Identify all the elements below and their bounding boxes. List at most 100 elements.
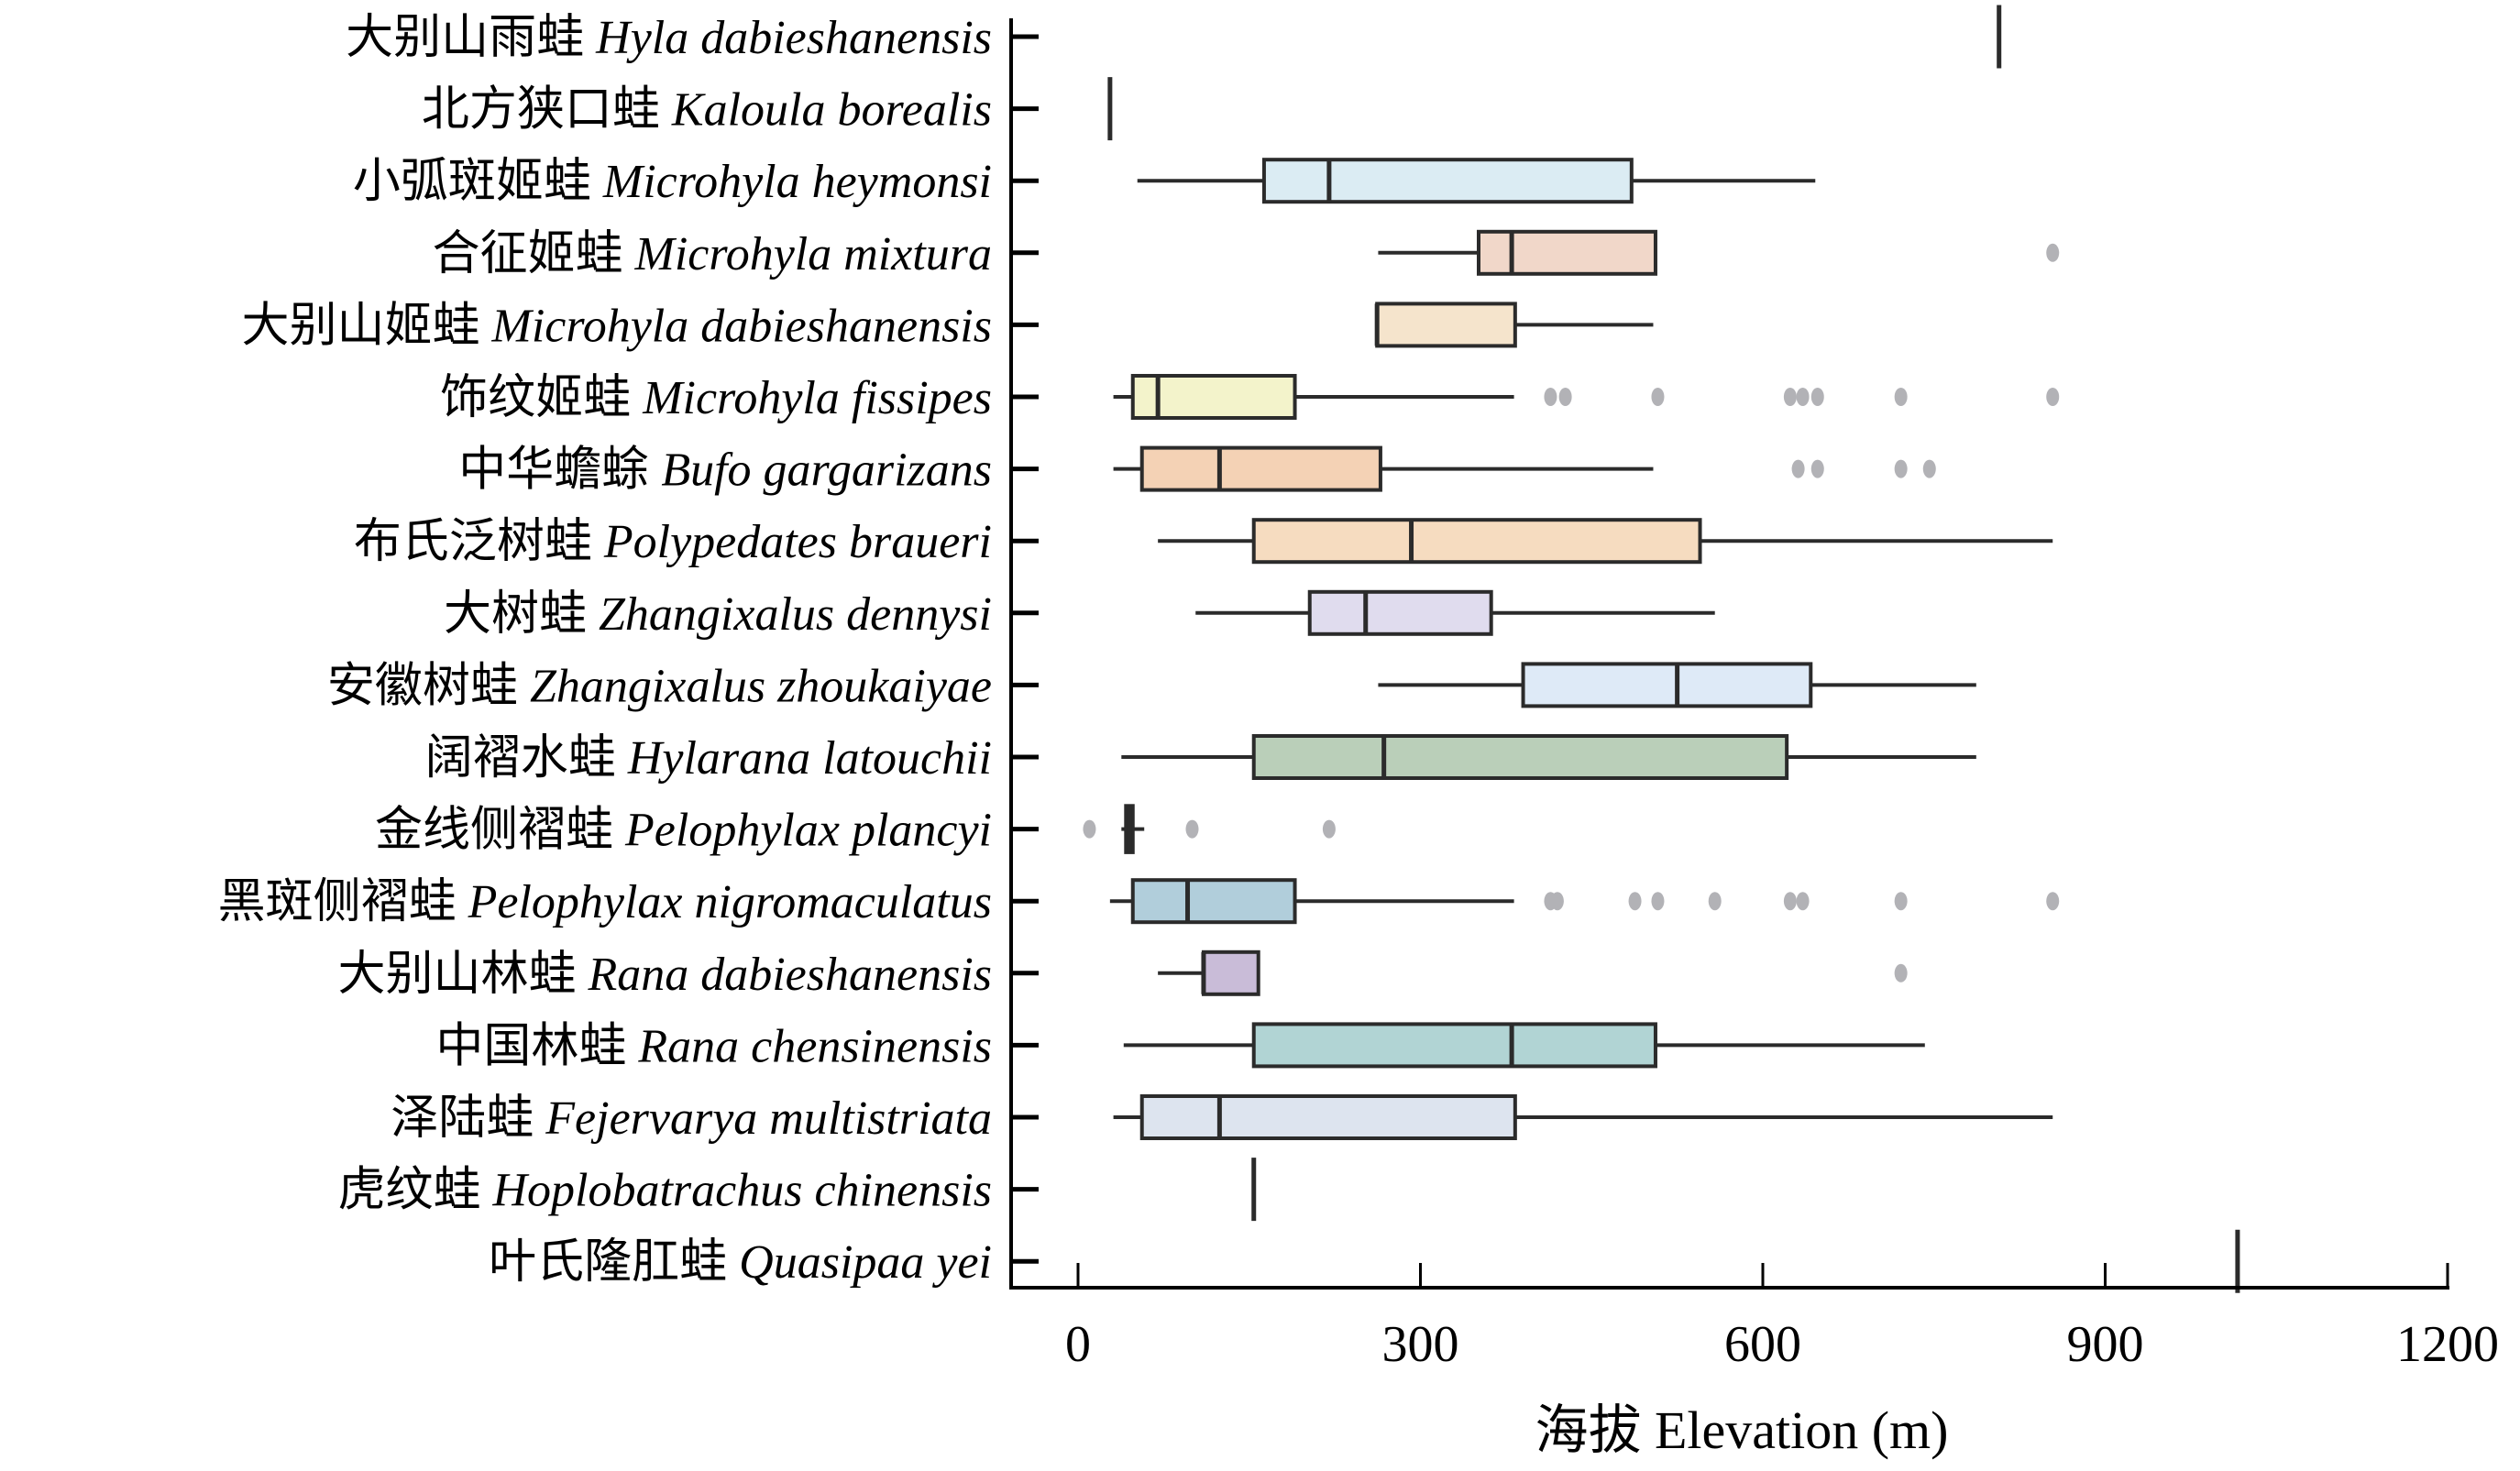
outlier-point — [1783, 892, 1797, 911]
iqr-box — [1307, 589, 1493, 636]
species-label: 中华蟾蜍 Bufo gargarizans — [458, 445, 992, 497]
species-latin-name: Polypedates braueri — [603, 516, 992, 568]
species-chinese-name: 叶氏隆肛蛙 — [489, 1236, 739, 1289]
species-latin-name: Fejervarya multistriata — [545, 1092, 992, 1145]
outlier-point — [1894, 963, 1908, 982]
species-label: 大别山姬蛙 Microhyla dabieshanensis — [242, 300, 992, 352]
iqr-box — [1139, 445, 1382, 492]
species-label: 合征姬蛙 Microhyla mixtura — [433, 228, 992, 280]
outlier-point — [1894, 388, 1908, 406]
species-chinese-name: 北方狭口蛙 — [422, 84, 672, 137]
species-latin-name: Hylarana latouchii — [627, 732, 992, 785]
outlier-point — [1810, 388, 1824, 406]
species-label: 大别山林蛙 Rana dabieshanensis — [337, 949, 992, 1001]
species-label: 饰纹姬蛙 Microhyla fissipes — [440, 372, 992, 424]
outlier-point — [1651, 388, 1665, 406]
x-tick-label: 600 — [1724, 1316, 1801, 1373]
species-chinese-name: 大别山林蛙 — [337, 949, 588, 1001]
species-label: 叶氏隆肛蛙 Quasipaa yei — [489, 1236, 992, 1289]
box-polypedates-braueri — [1158, 518, 2053, 565]
plot-area — [1083, 5, 2240, 1293]
species-label: 小弧斑姬蛙 Microhyla heymonsi — [353, 156, 992, 208]
iqr-box — [1521, 662, 1813, 708]
box-hylarana-latouchii — [1121, 734, 1976, 780]
iqr-box — [1139, 1094, 1517, 1140]
species-label: 安徽树蛙 Zhangixalus zhoukaiyae — [327, 660, 992, 712]
species-latin-name: Microhyla mixtura — [634, 228, 992, 280]
species-label: 黑斑侧褶蛙 Pelophylax nigromaculatus — [218, 876, 992, 928]
box-rana-chensinensis — [1123, 1022, 1925, 1069]
iqr-box — [1476, 229, 1657, 276]
species-latin-name: Rana dabieshanensis — [587, 949, 992, 1001]
outlier-point — [1628, 892, 1642, 911]
outlier-point — [2046, 892, 2060, 911]
iqr-box — [1251, 1022, 1657, 1069]
outlier-point — [1558, 388, 1572, 406]
x-tick-label: 0 — [1065, 1316, 1091, 1373]
species-latin-name: Zhangixalus zhoukaiyae — [530, 660, 992, 712]
species-chinese-name: 大别山雨蛙 — [346, 12, 596, 64]
outlier-point — [2046, 388, 2060, 406]
box-bufo-gargarizans — [1113, 445, 1936, 492]
species-latin-name: Microhyla fissipes — [642, 372, 992, 424]
species-label: 虎纹蛙 Hoplobatrachus chinensis — [337, 1165, 992, 1217]
outlier-point — [1550, 892, 1564, 911]
box-zhangixalus-dennysi — [1195, 589, 1715, 636]
species-label: 布氏泛树蛙 Polypedates braueri — [354, 516, 992, 568]
species-latin-name: Bufo gargarizans — [661, 445, 992, 497]
iqr-box — [1375, 302, 1517, 348]
species-latin-name: Quasipaa yei — [739, 1236, 992, 1289]
x-axis-ticks: 0 300 600 900 1200 — [1065, 1263, 2499, 1373]
iqr-box — [1251, 518, 1702, 565]
box-zhangixalus-zhoukaiyae — [1378, 662, 1976, 708]
x-axis-title: 海拔 Elevation (m) — [1535, 1400, 1948, 1460]
species-latin-name: Microhyla heymonsi — [602, 156, 992, 208]
species-label: 金线侧褶蛙 Pelophylax plancyi — [375, 805, 992, 857]
species-chinese-name: 金线侧褶蛙 — [375, 805, 625, 857]
outlier-point — [1185, 819, 1199, 839]
species-chinese-name: 合征姬蛙 — [433, 228, 635, 280]
outlier-point — [1796, 388, 1810, 406]
box-microhyla-mixtura — [1378, 229, 2060, 276]
iqr-box — [1261, 158, 1634, 204]
species-chinese-name: 安徽树蛙 — [327, 660, 530, 712]
species-label: 大树蛙 Zhangixalus dennysi — [444, 588, 992, 641]
outlier-point — [1544, 388, 1557, 406]
species-chinese-name: 大别山姬蛙 — [242, 300, 492, 352]
species-latin-name: Hyla dabieshanensis — [595, 12, 992, 64]
box-microhyla-fissipes — [1113, 374, 2060, 420]
species-latin-name: Pelophylax plancyi — [624, 805, 992, 857]
box-pelophylax-plancyi — [1083, 804, 1336, 854]
outlier-point — [1894, 459, 1908, 478]
species-chinese-name: 大树蛙 — [444, 588, 599, 641]
iqr-box — [1201, 950, 1260, 996]
species-label: 大别山雨蛙 Hyla dabieshanensis — [346, 12, 992, 64]
species-latin-name: Microhyla dabieshanensis — [491, 300, 992, 352]
species-chinese-name: 布氏泛树蛙 — [354, 516, 604, 568]
box-rana-dabieshanensis — [1158, 950, 1908, 996]
outlier-point — [1810, 459, 1824, 478]
species-label: 阔褶水蛙 Hylarana latouchii — [425, 732, 992, 785]
species-latin-name: Zhangixalus dennysi — [599, 588, 992, 641]
species-chinese-name: 饰纹姬蛙 — [440, 372, 643, 424]
species-chinese-name: 黑斑侧褶蛙 — [218, 876, 468, 928]
outlier-point — [1894, 892, 1908, 911]
species-chinese-name: 中华蟾蜍 — [458, 445, 661, 497]
outlier-point — [2046, 243, 2060, 262]
outlier-point — [1783, 388, 1797, 406]
box-microhyla-dabieshanensis — [1374, 302, 1654, 348]
species-chinese-name: 小弧斑姬蛙 — [353, 156, 603, 208]
x-tick-label: 900 — [2067, 1316, 2144, 1373]
species-label: 泽陆蛙 Fejervarya multistriata — [391, 1092, 992, 1145]
species-chinese-name: 泽陆蛙 — [391, 1092, 545, 1145]
species-latin-name: Pelophylax nigromaculatus — [468, 876, 992, 928]
iqr-box — [1251, 734, 1789, 780]
x-tick-label: 300 — [1382, 1316, 1459, 1373]
outlier-point — [1791, 459, 1805, 478]
box-pelophylax-nigromaculatus — [1109, 878, 2060, 925]
species-chinese-name: 虎纹蛙 — [337, 1165, 492, 1217]
outlier-point — [1922, 459, 1936, 478]
species-labels: 大别山雨蛙 Hyla dabieshanensis 北方狭口蛙 Kaloula b… — [218, 12, 1039, 1289]
species-chinese-name: 阔褶水蛙 — [425, 732, 628, 785]
species-latin-name: Kaloula borealis — [671, 84, 992, 137]
